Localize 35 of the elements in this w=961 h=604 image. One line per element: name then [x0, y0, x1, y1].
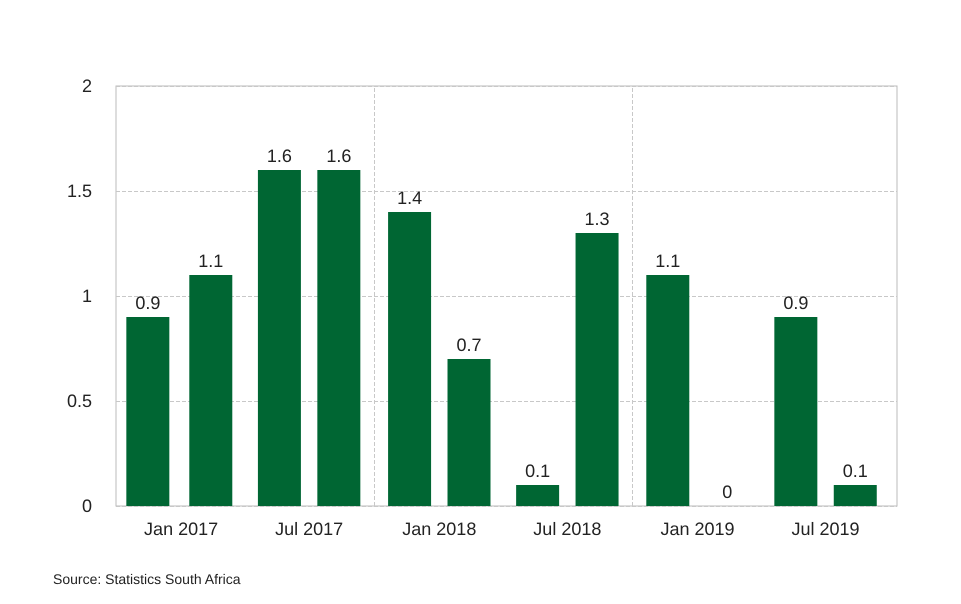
source-note: Source: Statistics South Africa: [53, 571, 241, 587]
y-tick-label: 1.5: [66, 181, 92, 201]
data-label: 1.4: [397, 188, 422, 208]
y-tick-label: 0: [82, 496, 92, 516]
bar: [189, 275, 232, 506]
y-tick-label: 2: [82, 76, 92, 96]
data-label: 1.3: [584, 209, 610, 229]
bar: [388, 212, 432, 506]
data-label: 0.1: [525, 461, 550, 481]
data-label: 0.1: [842, 461, 868, 481]
bar: [834, 485, 877, 506]
x-tick-label: Jan 2017: [144, 519, 218, 539]
x-tick-label: Jul 2017: [275, 519, 344, 539]
data-label: 1.1: [655, 251, 680, 271]
bar: [126, 317, 170, 506]
bar: [774, 317, 818, 506]
bar: [646, 275, 690, 506]
x-tick-label: Jul 2018: [533, 519, 602, 539]
y-tick-label: 1: [82, 286, 92, 306]
data-label: 1.6: [266, 146, 292, 166]
bar: [516, 485, 560, 506]
bar: [448, 359, 491, 506]
bar: [258, 170, 301, 506]
x-tick-label: Jan 2019: [660, 519, 735, 539]
data-label: 0.7: [456, 335, 482, 355]
data-label: 0.9: [783, 293, 808, 313]
x-tick-label: Jul 2019: [792, 519, 860, 539]
bar: [317, 170, 360, 506]
bar: [576, 233, 619, 506]
data-label: 0: [722, 482, 732, 502]
data-label: 0.9: [135, 293, 160, 313]
y-tick-label: 0.5: [66, 391, 92, 411]
data-label: 1.6: [326, 146, 352, 166]
data-label: 1.1: [198, 251, 224, 271]
x-tick-label: Jan 2018: [402, 519, 476, 539]
